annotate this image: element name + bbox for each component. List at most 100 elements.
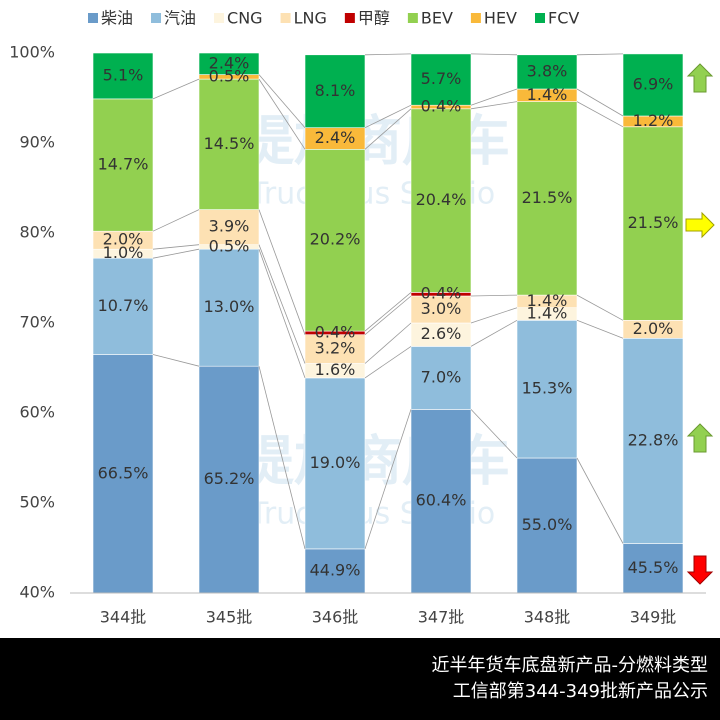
arrow-down bbox=[686, 555, 714, 585]
y-tick-label: 80% bbox=[19, 223, 55, 242]
data-label: 13.0% bbox=[204, 297, 255, 316]
data-label: 1.0% bbox=[103, 243, 144, 262]
data-label: 0.5% bbox=[209, 236, 250, 255]
legend-label: 柴油 bbox=[101, 9, 133, 28]
legend-swatch bbox=[280, 13, 291, 23]
connector bbox=[470, 307, 518, 324]
y-tick-label: 70% bbox=[19, 313, 55, 332]
bar-segment bbox=[304, 377, 366, 550]
data-label: 0.4% bbox=[315, 322, 356, 341]
arrow-up bbox=[686, 423, 714, 453]
data-label: 3.8% bbox=[527, 61, 568, 80]
connector bbox=[258, 74, 306, 128]
footer-text: 近半年货车底盘新产品-分燃料类型 bbox=[432, 655, 709, 676]
y-tick-label: 60% bbox=[19, 403, 55, 422]
bar-segment bbox=[304, 149, 366, 332]
legend-swatch bbox=[88, 13, 98, 23]
data-label: 0.4% bbox=[421, 97, 462, 116]
data-label: 2.0% bbox=[633, 319, 674, 338]
y-tick-label: 90% bbox=[19, 133, 55, 152]
connector bbox=[576, 101, 624, 128]
data-label: 45.5% bbox=[628, 558, 679, 577]
bar-segment bbox=[92, 257, 154, 355]
data-label: 60.4% bbox=[416, 491, 467, 510]
bar-segment bbox=[304, 334, 366, 364]
bar-segment bbox=[198, 52, 260, 75]
data-label: 2.6% bbox=[421, 324, 462, 343]
bar-segment bbox=[622, 337, 684, 544]
bar-segment bbox=[198, 209, 260, 246]
bar-segment bbox=[304, 548, 366, 594]
data-label: 7.0% bbox=[421, 367, 462, 386]
connector bbox=[258, 78, 306, 150]
data-label: 1.4% bbox=[527, 304, 568, 323]
bar-segment bbox=[92, 98, 154, 232]
data-label: 1.4% bbox=[527, 291, 568, 310]
data-label: 19.0% bbox=[310, 453, 361, 472]
connector bbox=[470, 101, 518, 110]
data-label: 5.7% bbox=[421, 69, 462, 88]
data-label: 3.2% bbox=[315, 339, 356, 358]
bar-segment bbox=[92, 354, 154, 594]
x-tick-label: 345批 bbox=[206, 608, 253, 627]
bar-segment bbox=[410, 295, 472, 324]
connector bbox=[152, 78, 200, 100]
data-label: 66.5% bbox=[98, 463, 149, 482]
connector bbox=[364, 295, 412, 336]
connector bbox=[258, 366, 306, 549]
arrow-right bbox=[685, 211, 715, 239]
data-label: 14.7% bbox=[98, 155, 149, 174]
connector bbox=[364, 108, 412, 150]
data-label: 1.6% bbox=[315, 360, 356, 379]
connector bbox=[576, 319, 624, 339]
connector bbox=[152, 248, 200, 259]
legend-swatch bbox=[535, 13, 545, 23]
bar-segment bbox=[410, 409, 472, 594]
connector bbox=[576, 294, 624, 321]
connector bbox=[258, 249, 306, 379]
connector bbox=[258, 209, 306, 335]
connector bbox=[152, 354, 200, 367]
legend-swatch bbox=[151, 13, 162, 23]
data-label: 15.3% bbox=[522, 379, 573, 398]
arrow-up bbox=[686, 63, 714, 93]
data-label: 5.1% bbox=[103, 65, 144, 84]
data-label: 2.4% bbox=[209, 53, 250, 72]
bar-segment bbox=[516, 101, 578, 296]
data-label: 0.4% bbox=[421, 284, 462, 303]
data-label: 1.2% bbox=[633, 111, 674, 130]
connector bbox=[152, 209, 200, 232]
connector bbox=[364, 346, 412, 379]
legend-swatch bbox=[470, 13, 481, 23]
bar-segment bbox=[410, 53, 472, 106]
data-label: 2.4% bbox=[315, 128, 356, 147]
x-tick-label: 346批 bbox=[312, 608, 359, 627]
x-tick-label: 348批 bbox=[524, 608, 571, 627]
data-label: 14.5% bbox=[204, 134, 255, 153]
legend-label: CNG bbox=[227, 9, 263, 28]
data-label: 6.9% bbox=[633, 74, 674, 93]
legend-label: 甲醇 bbox=[358, 9, 390, 28]
y-tick-label: 40% bbox=[19, 583, 55, 602]
data-label: 44.9% bbox=[310, 560, 361, 579]
bar-segment bbox=[304, 54, 366, 129]
connectors bbox=[152, 53, 624, 550]
bar-segment bbox=[198, 78, 260, 210]
x-tick-label: 349批 bbox=[630, 608, 677, 627]
bar-segment bbox=[622, 126, 684, 321]
legend-label: FCV bbox=[548, 9, 579, 28]
x-tick-label: 344批 bbox=[100, 608, 147, 627]
bar-segment bbox=[92, 52, 154, 100]
legend-label: 汽油 bbox=[164, 9, 196, 28]
connector bbox=[470, 53, 518, 56]
data-label: 21.5% bbox=[522, 188, 573, 207]
data-label: 10.7% bbox=[98, 296, 149, 315]
bar-segment bbox=[410, 108, 472, 293]
connector bbox=[364, 322, 412, 364]
connector bbox=[152, 244, 200, 250]
connector bbox=[470, 88, 518, 106]
connector bbox=[576, 88, 624, 117]
legend-swatch bbox=[407, 13, 418, 23]
legend-label: BEV bbox=[421, 9, 453, 28]
